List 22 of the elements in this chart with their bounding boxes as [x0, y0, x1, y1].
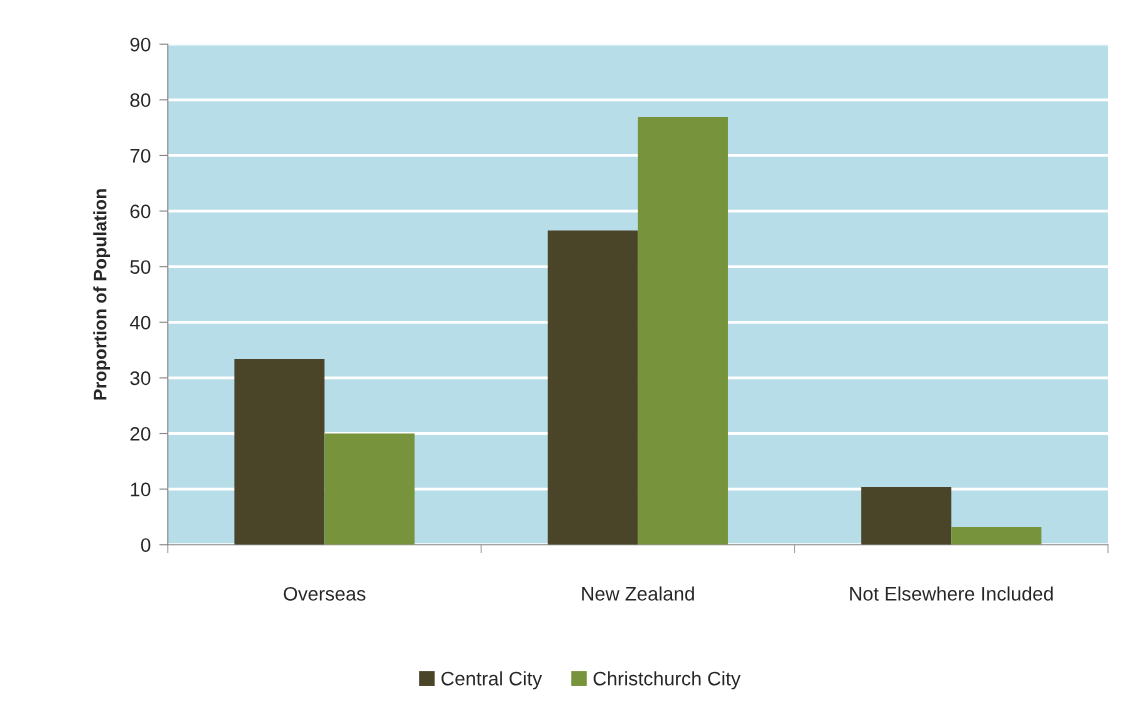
x-tick-label: Not Elsewhere Included	[850, 586, 1053, 601]
y-tick-label: 30	[130, 371, 151, 386]
y-tick-label: 10	[130, 482, 151, 497]
bar	[861, 486, 952, 545]
y-tick-label: 50	[130, 260, 151, 274]
bar	[324, 433, 415, 545]
x-tick-label: New Zealand	[582, 586, 694, 601]
y-tick-label: 0	[141, 538, 151, 552]
y-tick-label: 60	[130, 204, 151, 219]
y-tick-label: 20	[130, 426, 151, 441]
bar	[234, 358, 325, 545]
y-tick-label: 90	[130, 37, 151, 52]
legend-label: Christchurch City	[593, 671, 741, 690]
y-tick-label: 40	[129, 315, 151, 330]
legend-label: Central City	[441, 671, 543, 690]
x-tick-label: Overseas	[283, 586, 366, 601]
bar	[547, 230, 638, 545]
y-tick-label: 70	[130, 148, 151, 163]
bar	[951, 526, 1042, 545]
bar	[637, 117, 728, 545]
y-axis-title: Proportion of Population	[93, 189, 111, 400]
y-tick-label: 80	[130, 93, 151, 108]
